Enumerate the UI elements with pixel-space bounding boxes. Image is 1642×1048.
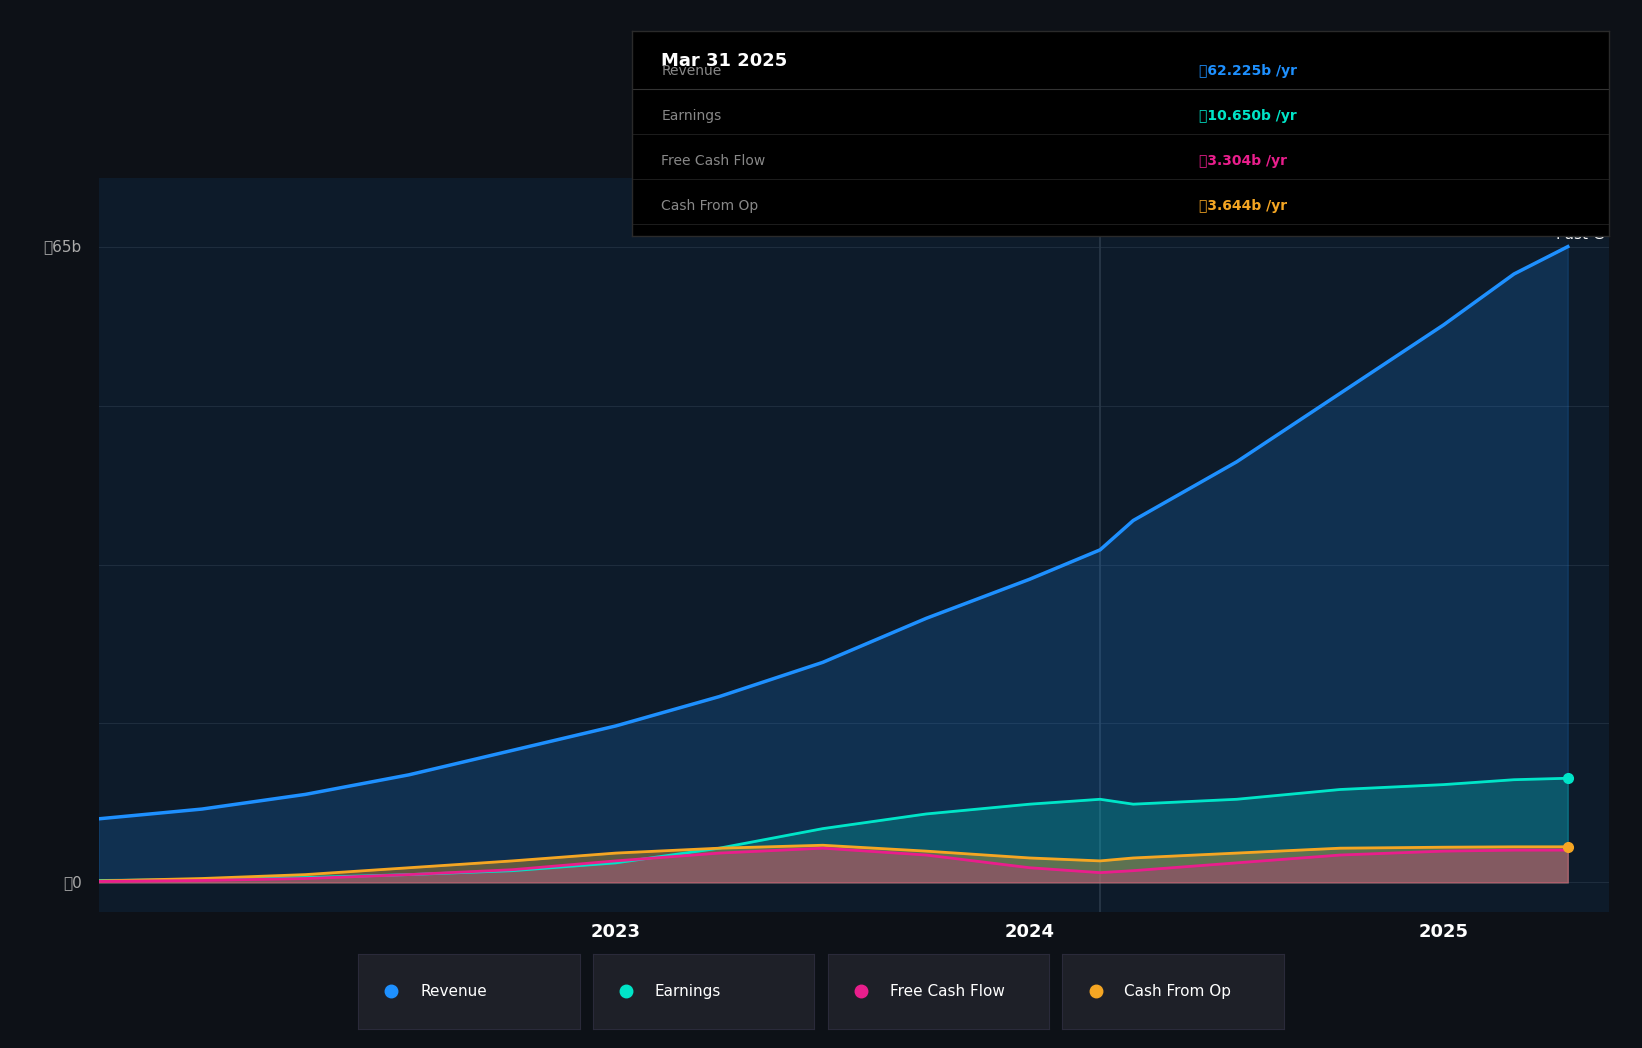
Text: Earnings: Earnings [655,984,721,999]
Text: Mar 31 2025: Mar 31 2025 [662,51,788,70]
Text: Earnings: Earnings [662,109,722,123]
Text: Revenue: Revenue [420,984,486,999]
Text: ₿10.650b /yr: ₿10.650b /yr [1199,109,1297,123]
Text: Past G: Past G [1557,226,1604,242]
Text: Free Cash Flow: Free Cash Flow [662,154,765,168]
Text: ₿3.304b /yr: ₿3.304b /yr [1199,154,1287,168]
Text: Cash From Op: Cash From Op [1125,984,1232,999]
Text: ₿65b: ₿65b [44,239,82,254]
Text: ₿62.225b /yr: ₿62.225b /yr [1199,64,1297,79]
Text: Revenue: Revenue [662,64,722,79]
Text: ₿0: ₿0 [62,875,82,890]
Text: ₿3.644b /yr: ₿3.644b /yr [1199,199,1287,213]
Text: Free Cash Flow: Free Cash Flow [890,984,1005,999]
Text: Cash From Op: Cash From Op [662,199,759,213]
